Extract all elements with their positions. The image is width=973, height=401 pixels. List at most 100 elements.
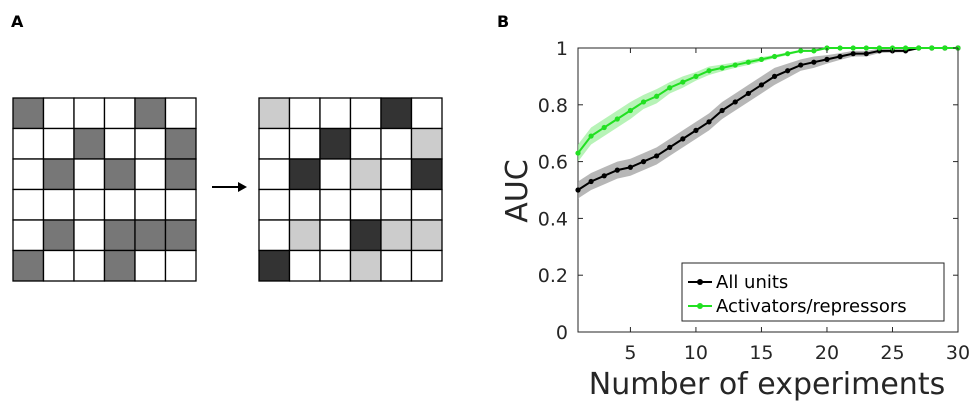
grid-cell (164, 97, 197, 130)
x-tick-label: 15 (749, 342, 773, 364)
data-point (745, 59, 751, 65)
panel-a-label: A (11, 12, 24, 31)
grid-cell (410, 249, 443, 282)
data-point (588, 133, 594, 139)
data-point (824, 56, 830, 62)
legend-label: Activators/repressors (716, 296, 907, 317)
y-axis-title: AUC (500, 159, 535, 222)
data-point (771, 73, 778, 79)
data-point (667, 85, 673, 91)
data-point (654, 153, 660, 159)
grid-cell (319, 188, 352, 221)
grid-cell (164, 158, 197, 191)
data-point (680, 136, 686, 142)
grid-cell (164, 219, 197, 252)
data-point (837, 53, 843, 60)
grid-cell (410, 219, 443, 252)
y-tick-label: 0.4 (538, 208, 568, 230)
data-point (667, 144, 673, 150)
y-tick-label: 0.6 (538, 152, 568, 174)
grid-cell (73, 127, 106, 160)
data-point (758, 56, 765, 62)
x-axis-ticks: 5 10 15 20 25 30 (624, 48, 970, 364)
grid-cell (42, 249, 75, 282)
grid-cell (164, 127, 197, 160)
data-point (732, 62, 738, 68)
y-tick-label: 0.8 (538, 95, 568, 117)
grid-cell (73, 249, 106, 282)
data-point (601, 173, 607, 179)
data-point (929, 45, 935, 51)
data-point (719, 107, 725, 114)
data-point (745, 90, 751, 97)
x-tick-label: 20 (815, 342, 839, 364)
grid-cell (288, 249, 321, 282)
data-point (942, 45, 948, 51)
data-point (640, 99, 647, 105)
grid-cell (134, 219, 167, 252)
data-point (785, 68, 791, 74)
grid-cell (12, 188, 45, 221)
grid-cell (164, 188, 197, 221)
grid-cell (103, 249, 136, 282)
transform-arrow (212, 182, 247, 192)
data-point (614, 167, 620, 173)
grid-cell (349, 97, 382, 130)
data-point (693, 127, 699, 133)
data-point (902, 45, 909, 51)
grid-cell (73, 97, 106, 130)
grid-cell (380, 188, 413, 221)
data-point (850, 45, 856, 51)
x-tick-label: 30 (946, 342, 970, 364)
data-point (798, 62, 804, 68)
data-point (654, 93, 660, 99)
grid-cell (380, 249, 413, 282)
legend-box (681, 262, 945, 322)
x-tick-label: 5 (624, 342, 636, 364)
grid-cell (134, 249, 167, 282)
data-point (785, 51, 791, 57)
y-tick-label: 1 (556, 38, 568, 60)
series-band-1 (578, 48, 958, 199)
grid-cell (103, 188, 136, 221)
y-tick-label: 0 (556, 322, 568, 344)
grid-cell (410, 97, 443, 130)
grid-after (258, 97, 443, 282)
data-point (732, 99, 738, 105)
grid-cell (258, 249, 291, 282)
data-point (627, 164, 634, 170)
legend-swatch-marker (697, 279, 703, 285)
grid-cell (258, 219, 291, 252)
data-point (837, 45, 843, 51)
data-point (811, 59, 817, 65)
grid-cell (380, 158, 413, 191)
grid-cell (410, 188, 443, 221)
grid-cell (12, 249, 45, 282)
data-point (614, 116, 620, 122)
data-point (640, 159, 647, 165)
panel-b-label: B (497, 12, 510, 31)
data-point (850, 51, 856, 57)
data-point (693, 73, 699, 79)
legend-label: All units (716, 272, 788, 293)
data-point (771, 53, 778, 60)
data-point (706, 119, 712, 125)
grid-cell (134, 127, 167, 160)
data-point (575, 187, 581, 193)
x-tick-label: 25 (880, 342, 904, 364)
grid-cell (164, 249, 197, 282)
data-point (863, 51, 869, 57)
grid-cell (410, 127, 443, 160)
x-tick-label: 10 (684, 342, 708, 364)
grid-cell (288, 127, 321, 160)
grid-cell (12, 97, 45, 130)
grid-cell (349, 249, 382, 282)
data-point (627, 107, 634, 114)
y-axis-ticks: 0 0.2 0.4 0.6 0.8 1 (538, 38, 958, 344)
data-point (798, 48, 804, 54)
series-band-2 (578, 48, 958, 162)
legend: All units Activators/repressors (681, 262, 945, 322)
plot-area (575, 45, 961, 333)
data-point (601, 124, 607, 131)
